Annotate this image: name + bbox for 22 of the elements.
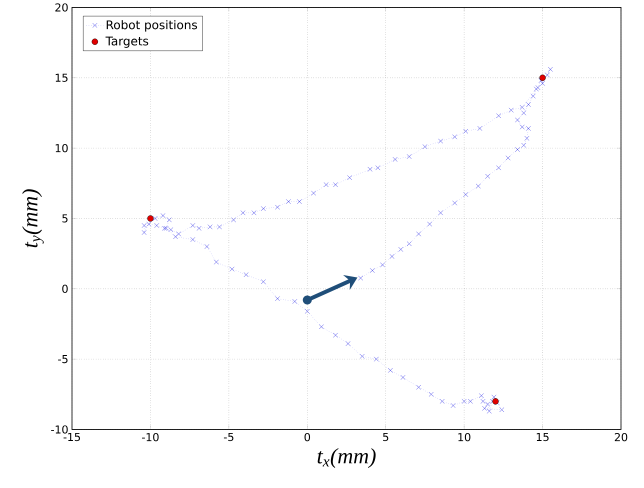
y-tick-label: 20 [55, 3, 68, 12]
y-axis-title: t$_{y}$(mm) [22, 189, 44, 248]
x-tick-label: 15 [536, 432, 549, 441]
x-axis-title: t$_{x}$(mm) [318, 448, 376, 468]
x-tick-label: 20 [614, 432, 628, 442]
x-tick-label: -5 [224, 432, 234, 441]
x-tick-label: 5 [383, 432, 388, 441]
legend-label: Targets [106, 36, 148, 48]
y-tick-label: 10 [56, 144, 68, 152]
x-tick-label: 0 [304, 432, 310, 442]
point [539, 74, 546, 81]
point [147, 215, 154, 222]
y-tick-label: -10 [51, 425, 68, 434]
point [492, 398, 499, 404]
x-tick-label: -15 [64, 432, 80, 441]
x-tick-label: -10 [142, 432, 159, 442]
y-tick-label: 15 [56, 74, 68, 82]
x-tick-label: 10 [458, 432, 470, 442]
y-tick-label: 5 [62, 214, 68, 222]
y-tick-label: -5 [58, 354, 68, 363]
y-tick-label: 0 [62, 284, 68, 293]
legend-label: Robot positions [106, 20, 198, 32]
